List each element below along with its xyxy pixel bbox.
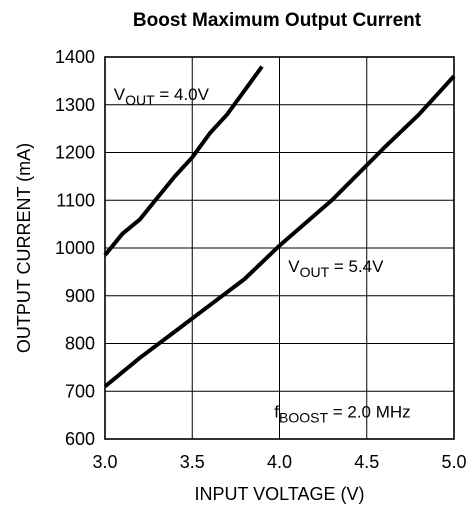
x-tick-label: 3.5 <box>180 452 205 472</box>
annotation-2: VOUT = 5.4V <box>288 257 384 280</box>
y-tick-label: 800 <box>65 334 95 354</box>
y-tick-label: 600 <box>65 429 95 449</box>
annotation-1: VOUT = 4.0V <box>114 85 210 108</box>
chart-title: Boost Maximum Output Current <box>133 10 422 31</box>
series-lines <box>103 65 456 389</box>
plot-frame <box>104 56 455 440</box>
x-tick-label: 4.0 <box>267 452 292 472</box>
y-tick-label: 1200 <box>55 143 95 163</box>
y-tick-label: 1400 <box>55 47 95 67</box>
grid <box>105 57 454 439</box>
series-line-1 <box>103 65 264 257</box>
annotation-3: fBOOST = 2.0 MHz <box>274 403 410 426</box>
y-tick-label: 1000 <box>55 238 95 258</box>
y-tick-label: 700 <box>65 381 95 401</box>
x-tick-label: 4.5 <box>354 452 379 472</box>
y-tick-label: 900 <box>65 286 95 306</box>
x-tick-label: 3.0 <box>92 452 117 472</box>
x-axis-label: INPUT VOLTAGE (V) <box>194 484 364 504</box>
y-tick-label: 1100 <box>56 190 95 210</box>
axis-ticks: 3.0 3.5 4.0 4.5 5.0 600 700 800 900 1000 1100 1200 1… <box>55 47 467 472</box>
y-axis-label: OUTPUT CURRENT (mA) <box>14 143 34 353</box>
series-line-2 <box>103 74 456 389</box>
y-tick-label: 1300 <box>55 95 95 115</box>
annotations: VOUT = 4.0V VOUT = 5.4V fBOOST = 2.0 MHz <box>114 85 411 426</box>
x-tick-label: 5.0 <box>441 452 466 472</box>
